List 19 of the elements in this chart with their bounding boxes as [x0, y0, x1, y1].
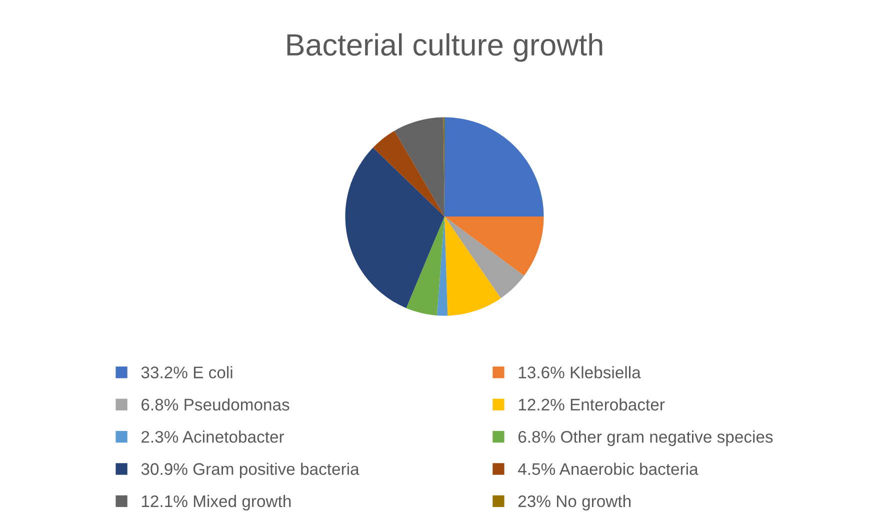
- legend-label: 12.1% Mixed growth: [142, 494, 291, 510]
- pie-slice: [406, 216, 444, 316]
- legend-label: 30.9% Gram positive bacteria: [141, 462, 360, 478]
- pie-slice: [345, 148, 444, 308]
- legend-label: 2.3% Acinetobacter: [142, 430, 284, 443]
- legend-label: 33.2% E coli: [141, 366, 232, 378]
- legend-label: 4.5% Anaerobic bacteria: [518, 462, 698, 475]
- pie-slice: [373, 130, 444, 216]
- pie-slice: [444, 216, 501, 316]
- chart-title: Bacterial culture growth: [287, 33, 602, 62]
- pie-slice: [444, 216, 544, 276]
- legend-label: 6.8% Pseudomonas: [142, 398, 290, 411]
- legend-label: 13.6% Klebsiella: [518, 366, 641, 378]
- legend-label: 12.2% Enterobacter: [518, 398, 665, 411]
- pie-slice: [444, 216, 524, 298]
- legend-label: 23% No growth: [518, 494, 630, 510]
- pie-slice: [444, 117, 544, 216]
- pie-slice: [394, 117, 444, 216]
- legend-label: 6.8% Other gram negative species: [518, 430, 773, 446]
